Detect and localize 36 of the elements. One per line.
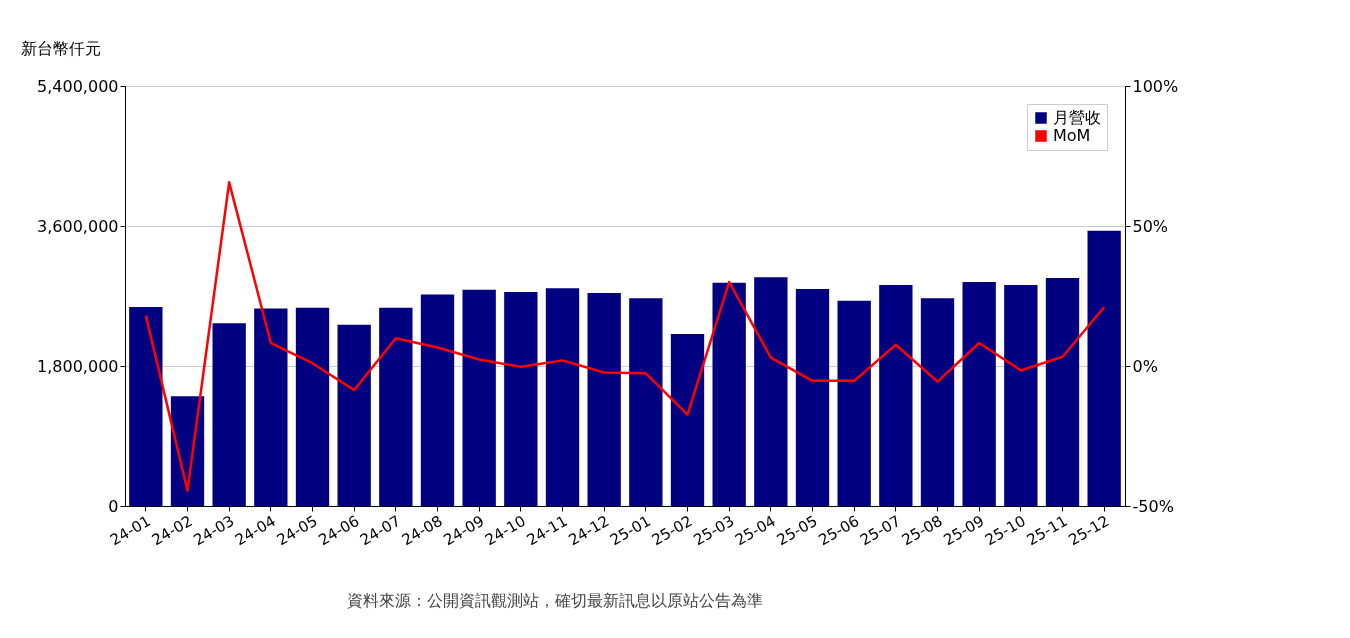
y-tick-label: 5,400,000 [37, 76, 119, 96]
bar [670, 334, 705, 506]
bar [837, 300, 871, 506]
source-note: 資料來源：公開資訊觀測站，確切最新訊息以原站公告為準 [347, 591, 763, 610]
line-series [144, 181, 1106, 492]
bar [795, 289, 830, 506]
bar [1045, 278, 1080, 506]
y-tick-label: 0 [108, 496, 119, 516]
bar [379, 307, 413, 506]
bar [879, 285, 913, 506]
bar [337, 324, 371, 506]
y2-tick-label: 50% [1132, 216, 1169, 236]
bar [129, 306, 163, 506]
bar [629, 298, 663, 506]
y-tick-label: 3,600,000 [37, 216, 119, 236]
y2-tick-label: -50% [1132, 496, 1174, 516]
bar [545, 288, 580, 506]
bar [920, 298, 955, 506]
bar [420, 294, 455, 506]
bar [295, 307, 330, 506]
bar [1004, 285, 1038, 506]
y2-tick-label: 100% [1132, 76, 1179, 96]
legend-label: 月營收 [1053, 108, 1101, 127]
y-axis-title: 新台幣仟元 [20, 38, 101, 58]
legend-label: MoM [1053, 126, 1091, 145]
bar [462, 289, 496, 506]
bar [212, 323, 246, 506]
y-tick-label: 1,800,000 [37, 356, 119, 376]
bar [962, 282, 996, 506]
y2-tick-label: 0% [1132, 356, 1158, 376]
bar [504, 292, 538, 506]
bar [754, 277, 788, 506]
bar [587, 292, 621, 506]
bar [254, 308, 288, 506]
bar [1087, 230, 1121, 506]
bar [712, 282, 746, 506]
